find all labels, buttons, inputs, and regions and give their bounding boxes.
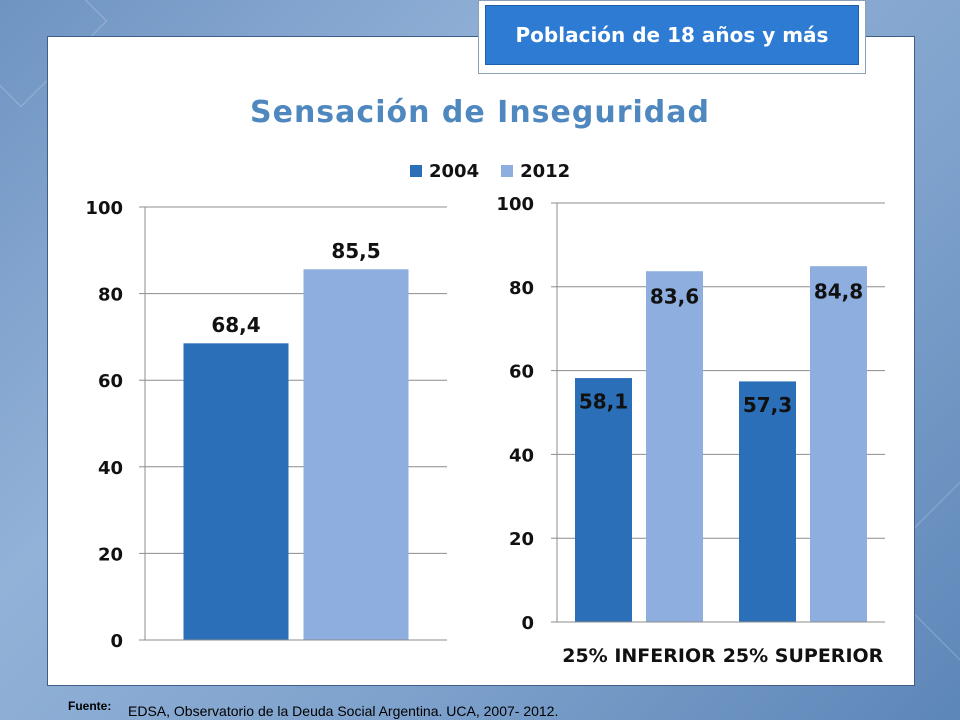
category-label: 25% INFERIOR <box>562 645 716 667</box>
source-text: EDSA, Observatorio de la Deuda Social Ar… <box>128 703 559 719</box>
y-tick-label: 40 <box>98 458 123 479</box>
y-tick-label: 40 <box>509 445 534 466</box>
data-label: 83,6 <box>650 285 699 309</box>
y-tick-label: 60 <box>509 362 534 383</box>
y-tick-label: 20 <box>509 529 534 550</box>
legend-label-2012: 2012 <box>520 160 571 182</box>
data-label: 58,1 <box>579 390 628 414</box>
data-label: 85,5 <box>331 239 380 263</box>
population-badge: Población de 18 años y más <box>478 0 866 74</box>
legend-item-2004: 2004 <box>410 161 479 182</box>
bar-2012 <box>646 271 703 623</box>
y-tick-label: 80 <box>509 278 534 299</box>
y-tick-label: 0 <box>110 631 123 652</box>
y-tick-label: 80 <box>98 285 123 306</box>
y-tick-label: 100 <box>496 194 534 215</box>
legend-swatch-2004 <box>410 165 422 177</box>
chart-legend: 2004 2012 <box>410 159 592 183</box>
population-badge-text: Población de 18 años y más <box>515 23 829 47</box>
y-tick-label: 60 <box>98 371 123 392</box>
data-label: 57,3 <box>743 393 792 417</box>
bar-2012 <box>303 269 409 641</box>
data-label: 84,8 <box>814 280 863 304</box>
bar-2004 <box>575 378 632 623</box>
y-tick-label: 20 <box>98 544 123 565</box>
legend-label-2004: 2004 <box>429 160 480 182</box>
bar-2004 <box>739 381 796 623</box>
source-key: Fuente: <box>68 699 112 713</box>
chart-title: Sensación de Inseguridad <box>250 95 710 130</box>
bar-2004 <box>183 343 289 641</box>
y-tick-label: 0 <box>521 613 534 634</box>
legend-item-2012: 2012 <box>501 161 570 182</box>
y-tick-label: 100 <box>85 198 123 219</box>
category-label: 25% SUPERIOR <box>723 645 884 667</box>
data-label: 68,4 <box>211 313 260 337</box>
legend-swatch-2012 <box>501 165 514 177</box>
population-badge-fill: Población de 18 años y más <box>485 5 859 65</box>
bar-2012 <box>810 266 867 623</box>
